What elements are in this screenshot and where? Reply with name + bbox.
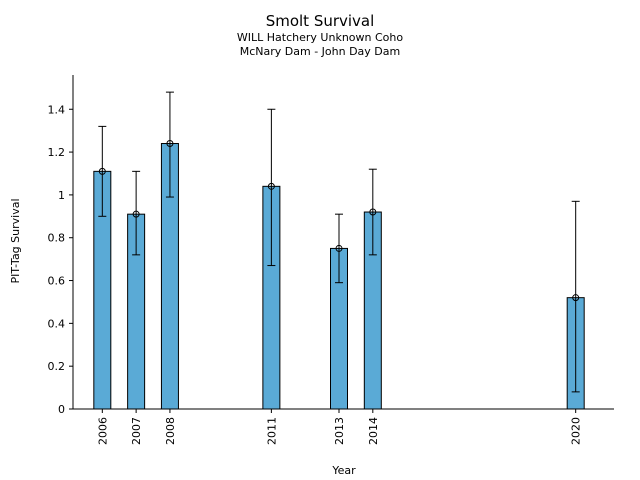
y-tick-label-0: 0: [58, 403, 65, 416]
chart-subtitle-line-2: McNary Dam - John Day Dam: [239, 45, 401, 58]
point-marker-2011: [267, 182, 275, 190]
y-tick-label-1: 1: [58, 189, 65, 202]
y-tick-label-0.8: 0.8: [48, 232, 66, 245]
chart-subtitle-line-1: WILL Hatchery Unknown Coho: [236, 31, 404, 44]
y-tick-label-0.4: 0.4: [48, 317, 66, 330]
point-marker-2006: [98, 167, 106, 175]
x-ticks-group: 2006 2007 2008 2011 2013 2014 2020: [96, 409, 583, 445]
y-axis-label: PIT-Tag Survival: [9, 198, 22, 283]
x-tick-label-2008: 2008: [164, 417, 177, 445]
point-marker-2008: [166, 140, 174, 148]
point-marker-2020: [572, 294, 580, 302]
x-tick-label-2014: 2014: [367, 417, 380, 445]
x-tick-label-2020: 2020: [570, 417, 583, 445]
x-tick-label-2011: 2011: [265, 417, 278, 445]
point-marker-2013: [335, 244, 343, 252]
x-axis-label: Year: [331, 464, 356, 477]
y-tick-label-0.6: 0.6: [48, 275, 66, 288]
x-tick-label-2006: 2006: [96, 417, 109, 445]
y-ticks-group: 0 0.2 0.4 0.6 0.8 1 1.2 1.4: [48, 103, 73, 416]
error-bars-group: [98, 91, 580, 393]
y-tick-label-0.2: 0.2: [48, 360, 66, 373]
y-tick-label-1.2: 1.2: [48, 146, 66, 159]
y-tick-label-1.4: 1.4: [48, 103, 66, 116]
chart-title: Smolt Survival: [265, 12, 375, 30]
point-marker-2007: [132, 210, 140, 218]
x-tick-label-2013: 2013: [333, 417, 346, 445]
x-tick-label-2007: 2007: [130, 417, 143, 445]
point-marker-2014: [369, 208, 377, 216]
